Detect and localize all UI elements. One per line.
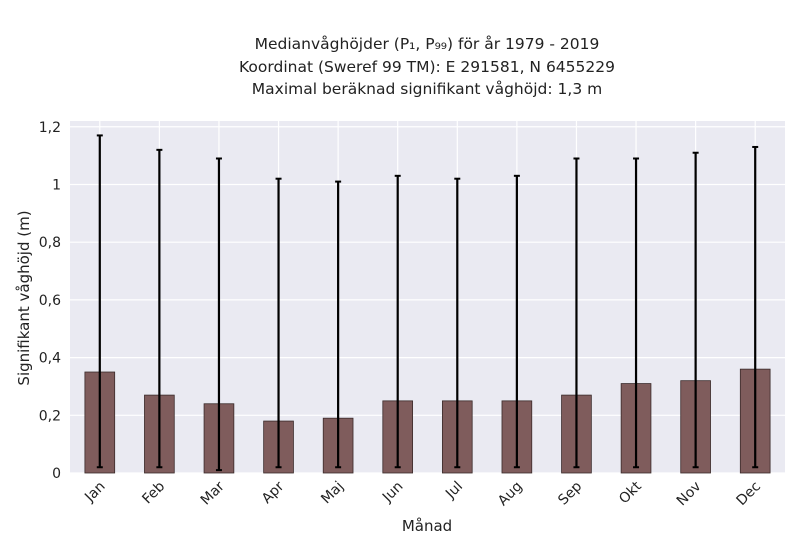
x-tick-label: Okt bbox=[616, 478, 645, 507]
chart-title-line-3: Maximal beräknad signifikant våghöjd: 1,… bbox=[251, 80, 603, 98]
x-tick-labels: Jan Feb Mar Apr Maj Jun Jul Aug Sep Okt Nov Dec bbox=[81, 478, 764, 509]
y-tick-label: 1 bbox=[52, 177, 61, 193]
y-tick-labels: 0 0,2 0,4 0,6 0,8 1 1,2 bbox=[39, 120, 61, 482]
y-tick-label: 0,8 bbox=[39, 235, 61, 251]
y-tick-label: 0,6 bbox=[39, 293, 61, 309]
chart-title-line-2: Koordinat (Sweref 99 TM): E 291581, N 64… bbox=[239, 58, 615, 76]
x-tick-label: Feb bbox=[139, 478, 168, 507]
plot-background bbox=[70, 121, 785, 473]
x-tick-label: Dec bbox=[734, 479, 764, 509]
x-tick-label: Nov bbox=[674, 479, 705, 510]
x-tick-label: Apr bbox=[259, 478, 288, 507]
x-tick-label: Maj bbox=[318, 479, 347, 508]
chart-title-line-1: Medianvåghöjder (P₁, P₉₉) för år 1979 - … bbox=[254, 35, 600, 53]
x-tick-label: Mar bbox=[198, 478, 228, 508]
x-tick-label: Sep bbox=[555, 478, 585, 508]
x-tick-label: Aug bbox=[495, 479, 526, 510]
y-tick-label: 0,4 bbox=[39, 351, 61, 367]
y-axis-label: Signifikant våghöjd (m) bbox=[15, 210, 33, 385]
x-axis-label: Månad bbox=[402, 517, 452, 535]
error-bars bbox=[96, 134, 759, 472]
y-tick-label: 0,2 bbox=[39, 408, 61, 424]
x-tick-label: Jul bbox=[442, 479, 466, 503]
y-tick-label: 1,2 bbox=[39, 120, 61, 136]
x-tick-label: Jun bbox=[379, 479, 406, 506]
y-tick-label: 0 bbox=[52, 466, 61, 482]
x-tick-label: Jan bbox=[81, 479, 108, 506]
